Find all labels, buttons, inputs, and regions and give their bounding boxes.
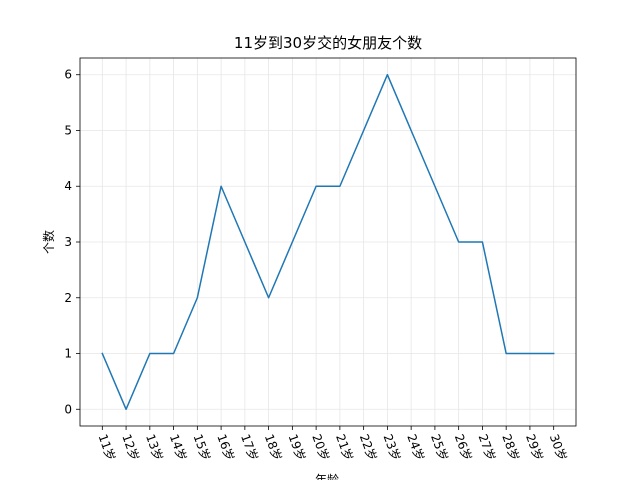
x-tick-label: 14岁: [167, 432, 190, 463]
x-axis: 11岁 12岁 13岁 14岁 15岁 16岁 17岁 18岁 19岁 20岁 21岁 22岁 23岁 2…: [96, 426, 570, 463]
y-tick-label: 1: [64, 347, 72, 361]
x-tick-label: 20岁: [309, 432, 332, 463]
x-tick-label: 30岁: [547, 432, 570, 463]
x-tick-label: 12岁: [119, 432, 142, 463]
series-line: [101, 73, 555, 411]
x-tick-label: 28岁: [499, 432, 522, 463]
y-axis: 0 1 2 3 4 5 6: [64, 68, 80, 416]
y-tick-label: 4: [64, 179, 72, 193]
x-tick-label: 15岁: [191, 432, 214, 463]
x-tick-label: 26岁: [452, 432, 475, 463]
x-tick-label: 11岁: [96, 432, 119, 463]
x-tick-label: 18岁: [262, 432, 285, 463]
chart-title: 11岁到30岁交的女朋友个数: [234, 34, 422, 52]
x-tick-label: 19岁: [286, 432, 309, 463]
y-tick-label: 6: [64, 68, 72, 82]
x-tick-label: 25岁: [428, 432, 451, 463]
x-tick-label: 29岁: [523, 432, 546, 463]
x-axis-label: 年龄: [315, 473, 339, 480]
series-layer: [101, 73, 555, 411]
x-tick-label: 13岁: [143, 432, 166, 463]
y-axis-label: 个数: [41, 230, 56, 254]
x-tick-label: 17岁: [238, 432, 261, 463]
y-tick-label: 3: [64, 235, 72, 249]
x-tick-label: 24岁: [404, 432, 427, 463]
x-tick-label: 23岁: [381, 432, 404, 463]
x-tick-label: 16岁: [214, 432, 237, 463]
x-tick-label: 21岁: [333, 432, 356, 463]
x-tick-label: 22岁: [357, 432, 380, 463]
y-tick-label: 5: [64, 123, 72, 137]
x-tick-label: 27岁: [476, 432, 499, 463]
y-tick-label: 2: [64, 291, 72, 305]
y-tick-label: 0: [64, 402, 72, 416]
grid-layer: [80, 58, 576, 426]
